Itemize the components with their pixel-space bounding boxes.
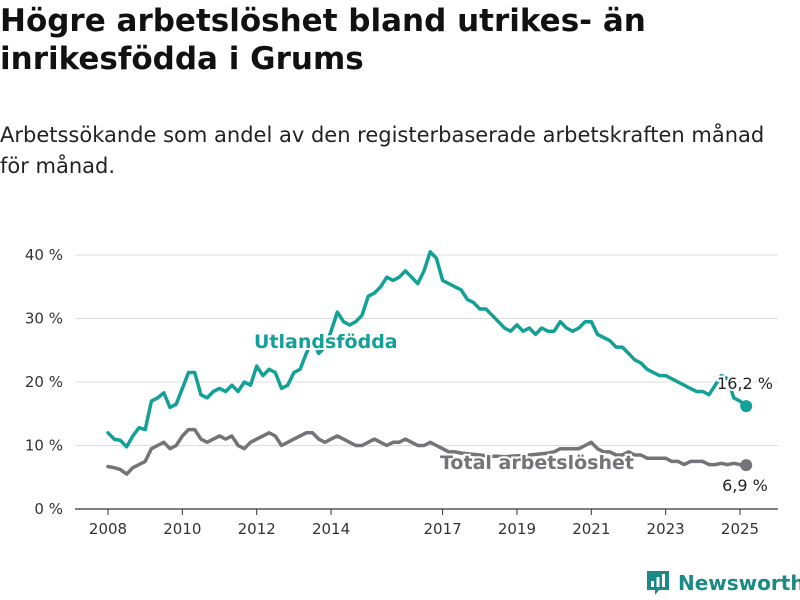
y-tick-label: 40 %: [25, 246, 63, 264]
y-tick-label: 10 %: [25, 437, 63, 455]
end-value-label-utlandsfodda: 16,2 %: [717, 374, 773, 393]
series-line-utlandsfodda: [106, 250, 748, 449]
end-point-total: [740, 459, 753, 472]
y-tick-label: 20 %: [25, 373, 63, 391]
brand-name: Newsworthy: [678, 571, 800, 595]
x-tick-label: 2014: [312, 520, 350, 538]
axes: 0 % 10 % 20 % 30 % 40 % 2008 2010 2012 2014 2017 2…: [25, 246, 759, 538]
y-tick-label: 0 %: [34, 500, 63, 518]
x-tick-label: 2025: [721, 520, 759, 538]
chart-title: Högre arbetslöshet bland utrikes- än inr…: [0, 3, 646, 77]
grid-lines: [75, 254, 778, 510]
y-tick-label: 30 %: [25, 310, 63, 328]
series-label-utlandsfodda: Utlandsfödda: [254, 331, 398, 353]
series-lines: [106, 250, 753, 476]
series-label-total: Total arbetslöshet: [440, 452, 634, 474]
chart-subtitle: Arbetssökande som andel av den registerb…: [0, 123, 765, 178]
newsworthy-logo: Newsworthy: [646, 568, 800, 598]
x-tick-label: 2010: [163, 520, 201, 538]
series-line-total: [106, 427, 748, 476]
end-point-utlandsfodda: [740, 400, 753, 413]
bar-chart-icon: [647, 571, 669, 595]
x-tick-label: 2021: [572, 520, 610, 538]
series-labels: Utlandsfödda 16,2 % Total arbetslöshet 6,9 …: [252, 329, 775, 497]
x-tick-label: 2008: [89, 520, 127, 538]
end-value-label-total: 6,9 %: [722, 476, 768, 495]
x-tick-label: 2012: [238, 520, 276, 538]
x-tick-label: 2019: [498, 520, 536, 538]
x-tick-label: 2017: [423, 520, 461, 538]
x-tick-label: 2023: [647, 520, 685, 538]
